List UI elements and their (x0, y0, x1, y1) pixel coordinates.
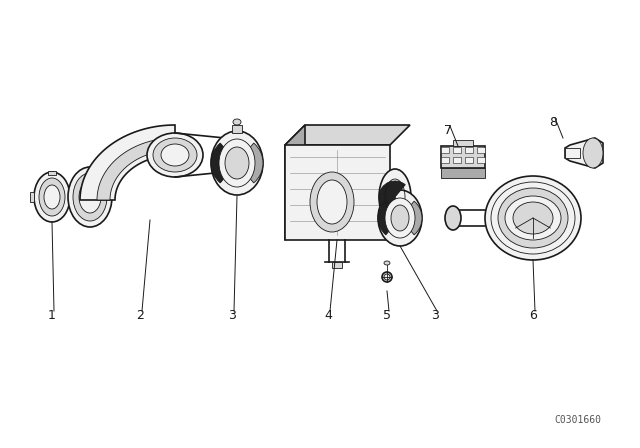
Bar (232, 125, 242, 133)
Bar (453, 147, 461, 153)
Wedge shape (211, 143, 227, 183)
Bar (477, 147, 485, 153)
Ellipse shape (233, 119, 241, 125)
Ellipse shape (153, 138, 197, 172)
Bar (453, 157, 461, 163)
Polygon shape (97, 138, 175, 200)
Ellipse shape (211, 131, 263, 195)
Polygon shape (30, 192, 34, 202)
Bar (441, 168, 485, 178)
Ellipse shape (147, 133, 203, 177)
Ellipse shape (498, 188, 568, 248)
Bar (465, 157, 473, 163)
Ellipse shape (310, 172, 354, 232)
Ellipse shape (513, 202, 553, 234)
Wedge shape (247, 143, 263, 183)
Polygon shape (80, 125, 175, 200)
Polygon shape (285, 125, 305, 240)
Ellipse shape (34, 172, 70, 222)
Ellipse shape (379, 169, 411, 225)
Text: 6: 6 (529, 309, 537, 322)
Ellipse shape (385, 198, 415, 238)
Ellipse shape (445, 206, 461, 230)
Wedge shape (379, 181, 405, 213)
Polygon shape (565, 138, 603, 168)
Ellipse shape (378, 190, 422, 246)
Text: 1: 1 (48, 309, 56, 322)
Bar (332, 262, 342, 268)
Ellipse shape (505, 196, 561, 240)
Ellipse shape (391, 205, 409, 231)
Wedge shape (408, 201, 422, 235)
Text: 3: 3 (431, 309, 439, 322)
Polygon shape (285, 145, 390, 240)
Polygon shape (285, 125, 410, 145)
Ellipse shape (382, 272, 392, 282)
Text: 7: 7 (444, 124, 452, 137)
Bar (441, 146, 485, 168)
Text: C0301660: C0301660 (554, 415, 602, 425)
Text: 3: 3 (228, 309, 236, 322)
Ellipse shape (219, 139, 255, 187)
Ellipse shape (161, 144, 189, 166)
Text: 8: 8 (549, 116, 557, 129)
Ellipse shape (583, 138, 603, 168)
Bar (441, 147, 449, 153)
Ellipse shape (384, 274, 390, 280)
Text: 5: 5 (383, 309, 391, 322)
Ellipse shape (485, 176, 581, 260)
Text: 2: 2 (136, 309, 144, 322)
Ellipse shape (225, 147, 249, 179)
Bar (441, 157, 449, 163)
Polygon shape (48, 171, 56, 175)
Ellipse shape (73, 173, 107, 221)
Bar (477, 157, 485, 163)
Ellipse shape (317, 180, 347, 224)
Bar (565, 148, 580, 158)
Text: 4: 4 (324, 309, 332, 322)
Ellipse shape (68, 167, 112, 227)
Bar (465, 147, 473, 153)
Wedge shape (378, 201, 392, 235)
Polygon shape (70, 192, 74, 202)
Ellipse shape (79, 181, 101, 213)
Ellipse shape (44, 185, 60, 209)
Bar (453, 140, 473, 146)
Ellipse shape (39, 178, 65, 216)
Ellipse shape (384, 261, 390, 265)
